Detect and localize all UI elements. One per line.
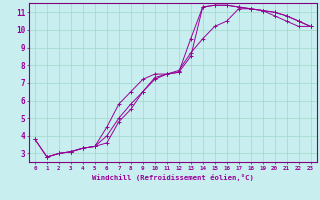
X-axis label: Windchill (Refroidissement éolien,°C): Windchill (Refroidissement éolien,°C) — [92, 174, 254, 181]
